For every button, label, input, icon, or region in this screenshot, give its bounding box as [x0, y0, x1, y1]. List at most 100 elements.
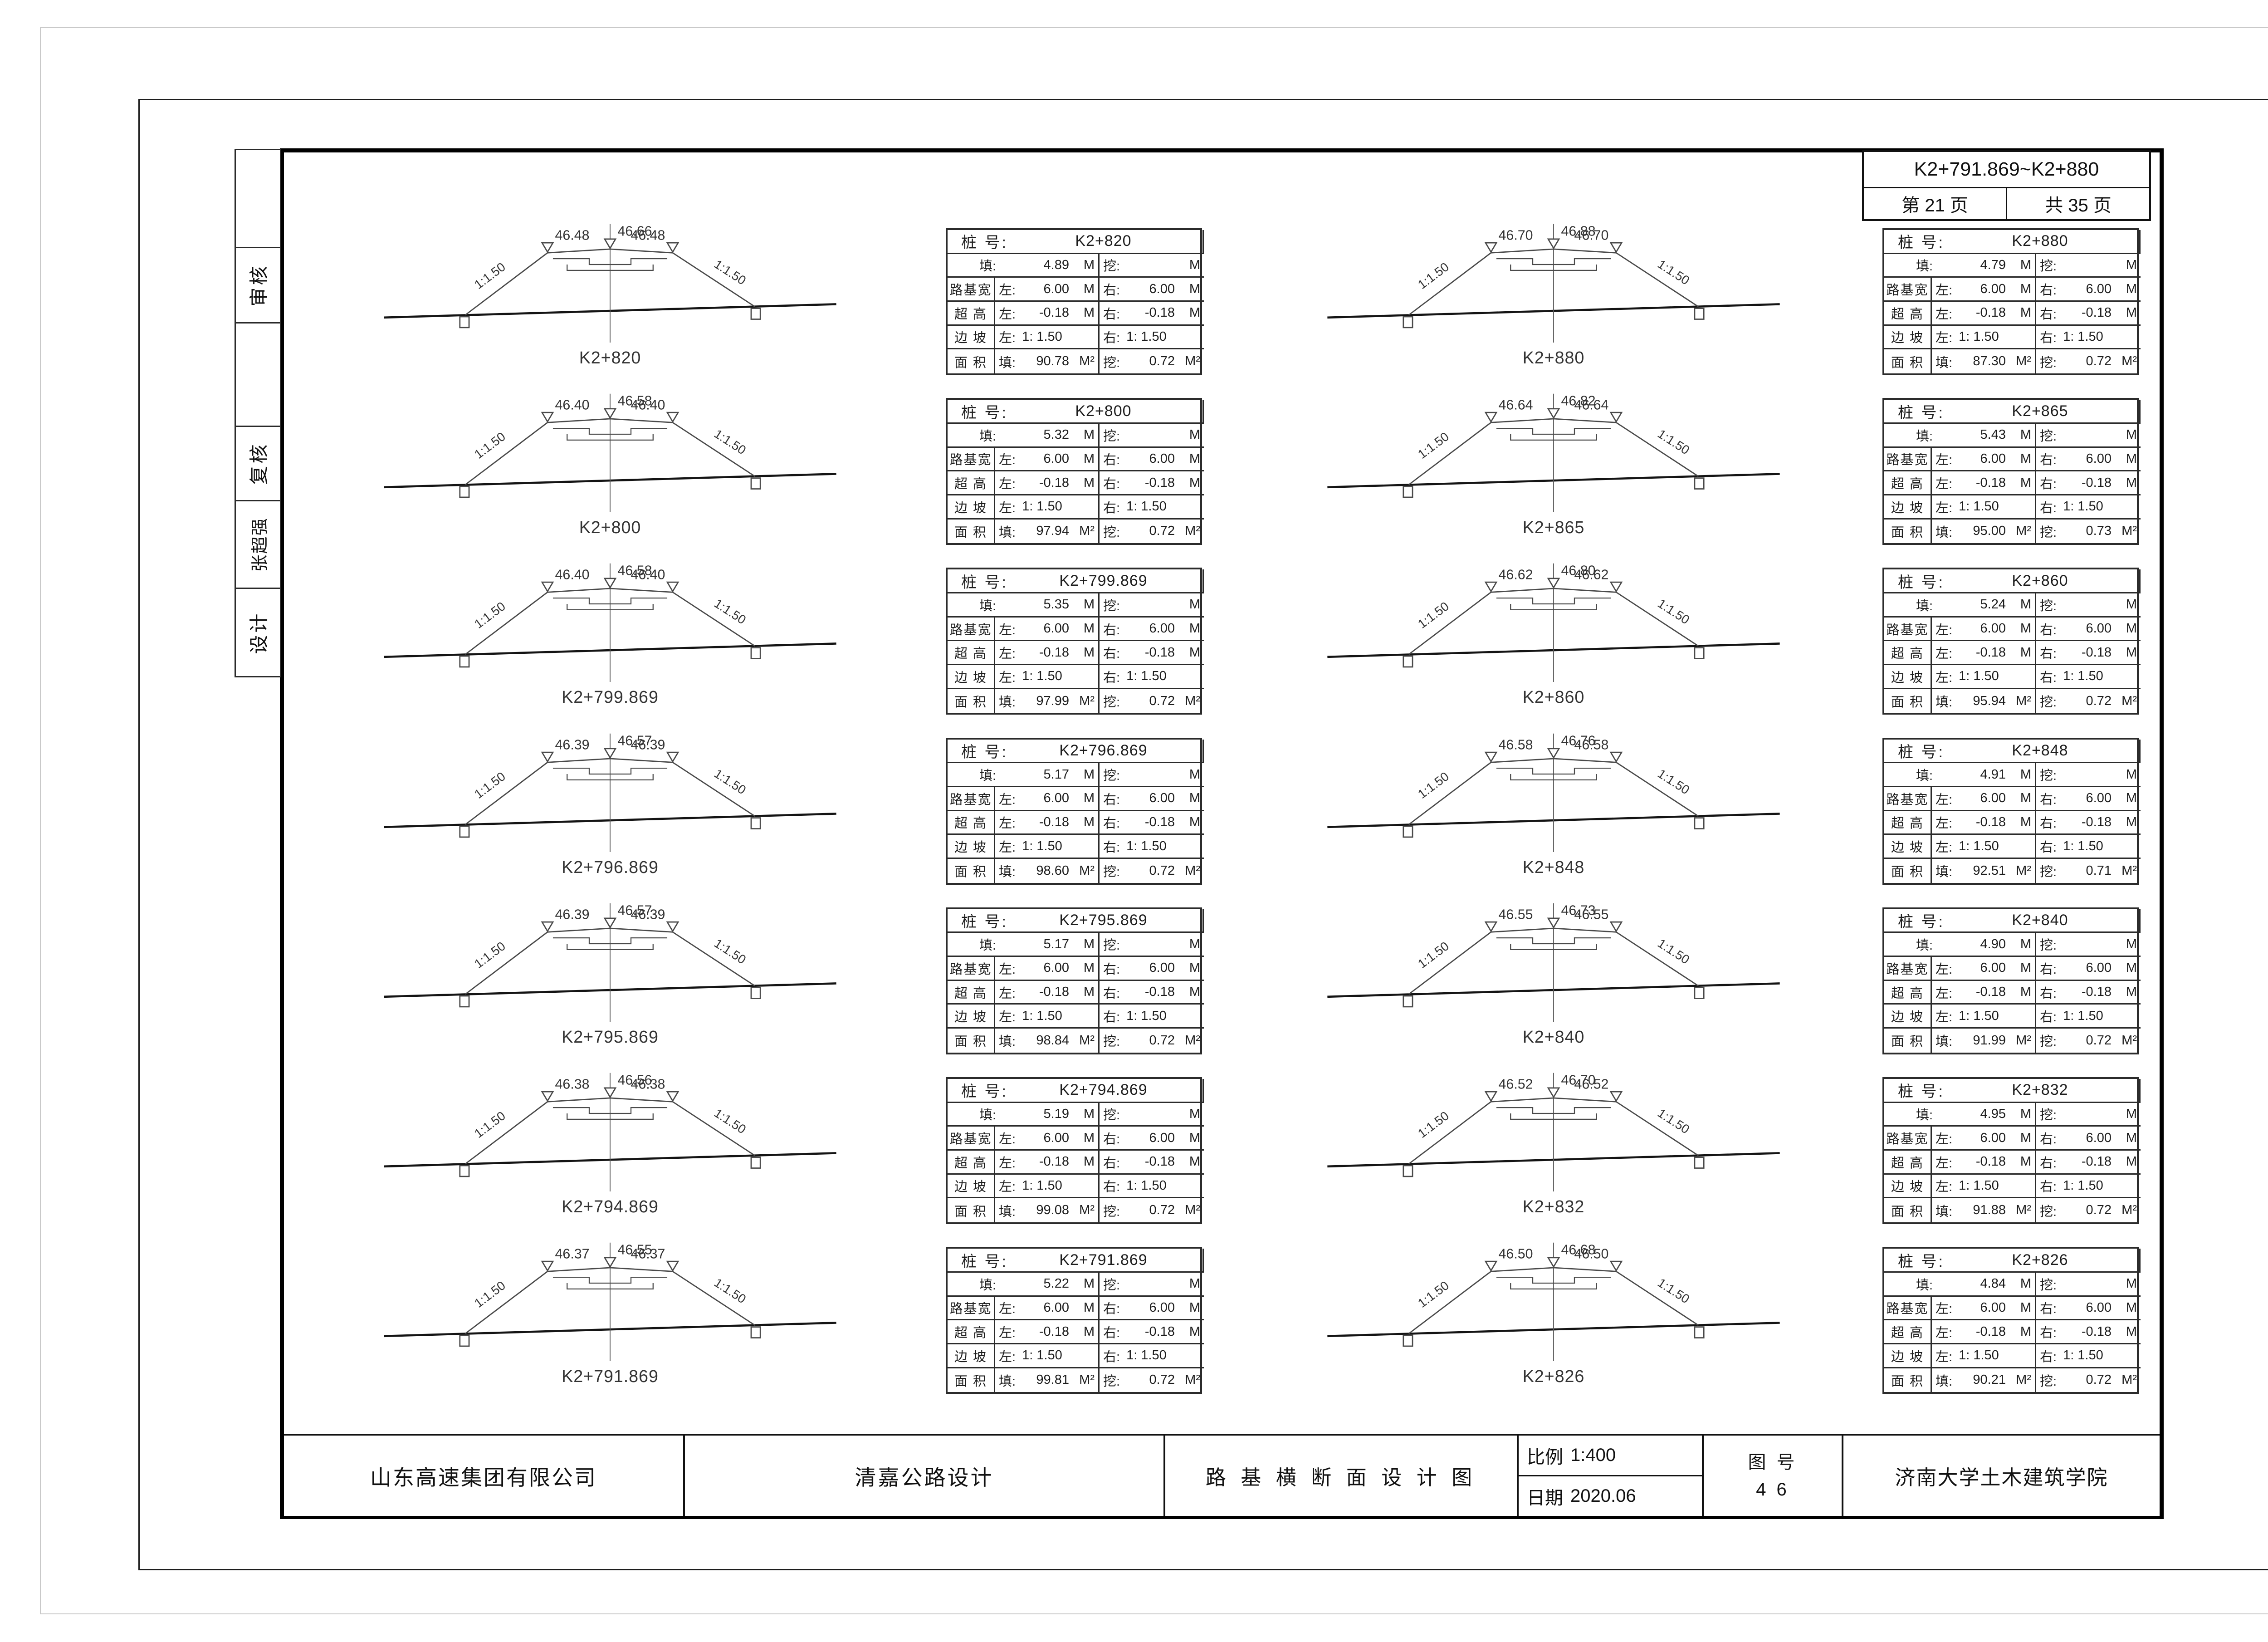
side-slope-right-value: 1: 1.50 [1126, 499, 1167, 514]
unit-m: M [2020, 767, 2031, 782]
left-label: 左: [999, 307, 1016, 322]
left-label: 左: [1936, 840, 1953, 855]
superelevation-left-value: -0.18 [1039, 645, 1069, 660]
left-label: 左: [1936, 500, 1953, 515]
subgrade-width-right-value: 6.00 [2086, 791, 2112, 806]
unit-m2: M² [2016, 354, 2031, 369]
cut-label: 挖: [2040, 429, 2057, 444]
fill-label: 填: [979, 938, 997, 953]
subgrade-width-right-value: 6.00 [2086, 281, 2112, 296]
area-label: 面 积 [948, 519, 995, 544]
subgrade-width-left-cell: 左: 6.00 M [1932, 447, 2036, 472]
cut-label: 挖: [2040, 1204, 2057, 1219]
unit-m: M [2126, 475, 2137, 490]
right-label: 右: [2040, 986, 2057, 1001]
fill-label: 填: [999, 1374, 1016, 1389]
area-cut-cell: 挖: 0.72 M² [1100, 1198, 1204, 1222]
toe-marker-right [750, 1157, 761, 1169]
unit-m: M [1189, 791, 1200, 806]
area-fill-cell: 填: 95.00 M² [1932, 519, 2036, 544]
side-slope-left-value: 1: 1.50 [1022, 838, 1062, 853]
left-label: 左: [1936, 622, 1953, 637]
cut-label: 挖: [1103, 598, 1120, 613]
left-label: 左: [999, 622, 1016, 637]
right-label: 右: [1103, 647, 1120, 662]
elevation-marker-center [603, 748, 617, 759]
area-fill-cell: 填: 97.99 M² [995, 689, 1100, 713]
cross-section-drawing: 46.40 46.58 46.40 1:1.50 1:1.50 K2+800 [361, 382, 860, 539]
unit-m: M [1083, 475, 1095, 490]
elevation-center-label: 46.73 [1561, 903, 1596, 918]
cut-label: 挖: [1103, 938, 1120, 953]
area-cut-cell: 挖: 0.73 M² [2036, 520, 2141, 544]
elevation-marker-right [666, 751, 679, 763]
subgrade-width-label: 路基宽 [1884, 957, 1932, 981]
elevation-center-label: 46.82 [1561, 394, 1596, 409]
slope-line-right [672, 1101, 755, 1157]
unit-m: M [2126, 305, 2137, 320]
pavement-structure-lower [1510, 265, 1597, 271]
cut-label: 挖: [2040, 1278, 2057, 1293]
subgrade-width-left-cell: 左: 6.00 M [1932, 957, 2036, 981]
side-slope-left-cell: 左: 1: 1.50 [995, 1174, 1100, 1199]
station-table: 桩 号: K2+799.869 填: 5.35 M 挖: M 路基宽 左: 6.… [946, 568, 1204, 715]
side-slope-right-cell: 右: 1: 1.50 [1100, 835, 1204, 859]
right-label: 右: [1103, 1302, 1120, 1317]
right-label: 右: [2040, 453, 2057, 468]
area-label: 面 积 [948, 858, 995, 883]
left-label: 左: [1936, 1302, 1953, 1317]
left-label: 左: [999, 816, 1016, 831]
right-label: 右: [2040, 1349, 2057, 1364]
side-slope-left-cell: 左: 1: 1.50 [1932, 1344, 2036, 1368]
title-block-company: 山东高速集团有限公司 [284, 1434, 683, 1516]
area-cut-value: 0.73 [2086, 524, 2112, 539]
unit-m2: M² [2016, 1033, 2031, 1048]
subgrade-width-left-value: 6.00 [1980, 1300, 2006, 1315]
cut-height-cell: 挖: M [1100, 763, 1204, 787]
left-label: 左: [999, 1326, 1016, 1341]
slope-line-left [1408, 931, 1491, 995]
fill-height-value: 4.89 [1043, 257, 1069, 272]
fill-label: 填: [1936, 695, 1953, 710]
right-label: 右: [1103, 1132, 1120, 1147]
cross-section-svg: 46.58 46.76 46.58 1:1.50 1:1.50 K2+848 [1327, 733, 1780, 877]
left-label: 左: [1936, 331, 1953, 346]
right-label: 右: [1103, 792, 1120, 807]
unit-m: M [1083, 257, 1095, 272]
fill-height-cell: 填: 5.24 M [1884, 593, 2036, 618]
right-label: 右: [1103, 477, 1120, 492]
fill-height-value: 4.79 [1980, 257, 2006, 272]
station-table: 桩 号: K2+860 填: 5.24 M 挖: M 路基宽 左: 6.00 M… [1882, 568, 2141, 715]
side-slope-right-value: 1: 1.50 [1126, 1008, 1167, 1023]
superelevation-left-value: -0.18 [1975, 645, 2006, 660]
pavement-structure-lower [1510, 943, 1597, 950]
superelevation-right-cell: 右: -0.18 M [1100, 1151, 1204, 1175]
side-slope-right-value: 1: 1.50 [1126, 669, 1167, 684]
side-slope-label: 边 坡 [1884, 1005, 1932, 1029]
superelevation-right-value: -0.18 [1144, 1324, 1175, 1339]
unit-m: M [2126, 936, 2137, 951]
unit-m: M [2126, 257, 2137, 272]
unit-m: M [2020, 961, 2031, 975]
station-caption: K2+848 [1523, 858, 1585, 877]
cross-section-drawing: 46.48 46.66 46.48 1:1.50 1:1.50 K2+820 [361, 212, 860, 369]
elevation-right-label: 46.48 [631, 228, 665, 243]
unit-m2: M² [1185, 1372, 1200, 1387]
side-slope-left-value: 1: 1.50 [1959, 499, 1999, 514]
side-slope-left-value: 1: 1.50 [1022, 499, 1062, 514]
station-row: 桩 号: K2+800 [948, 400, 1204, 424]
left-label: 左: [1936, 962, 1953, 977]
slope-ratio-right-label: 1:1.50 [712, 936, 748, 967]
superelevation-right-value: -0.18 [2081, 305, 2112, 320]
side-slope-label: 边 坡 [1884, 495, 1932, 520]
superelevation-right-cell: 右: -0.18 M [1100, 302, 1204, 326]
cut-label: 挖: [1103, 865, 1120, 880]
cross-section-svg: 46.40 46.58 46.40 1:1.50 1:1.50 K2+800 [384, 394, 836, 537]
station-label: 桩 号: [1898, 1253, 1945, 1270]
subgrade-width-left-cell: 左: 6.00 M [1932, 1127, 2036, 1151]
left-label: 左: [999, 500, 1016, 515]
elevation-marker-left [1484, 921, 1498, 932]
area-fill-value: 92.51 [1973, 863, 2006, 878]
cross-section-drawing: 46.39 46.57 46.39 1:1.50 1:1.50 K2+795.8… [361, 892, 860, 1048]
subgrade-width-left-cell: 左: 6.00 M [995, 787, 1100, 811]
